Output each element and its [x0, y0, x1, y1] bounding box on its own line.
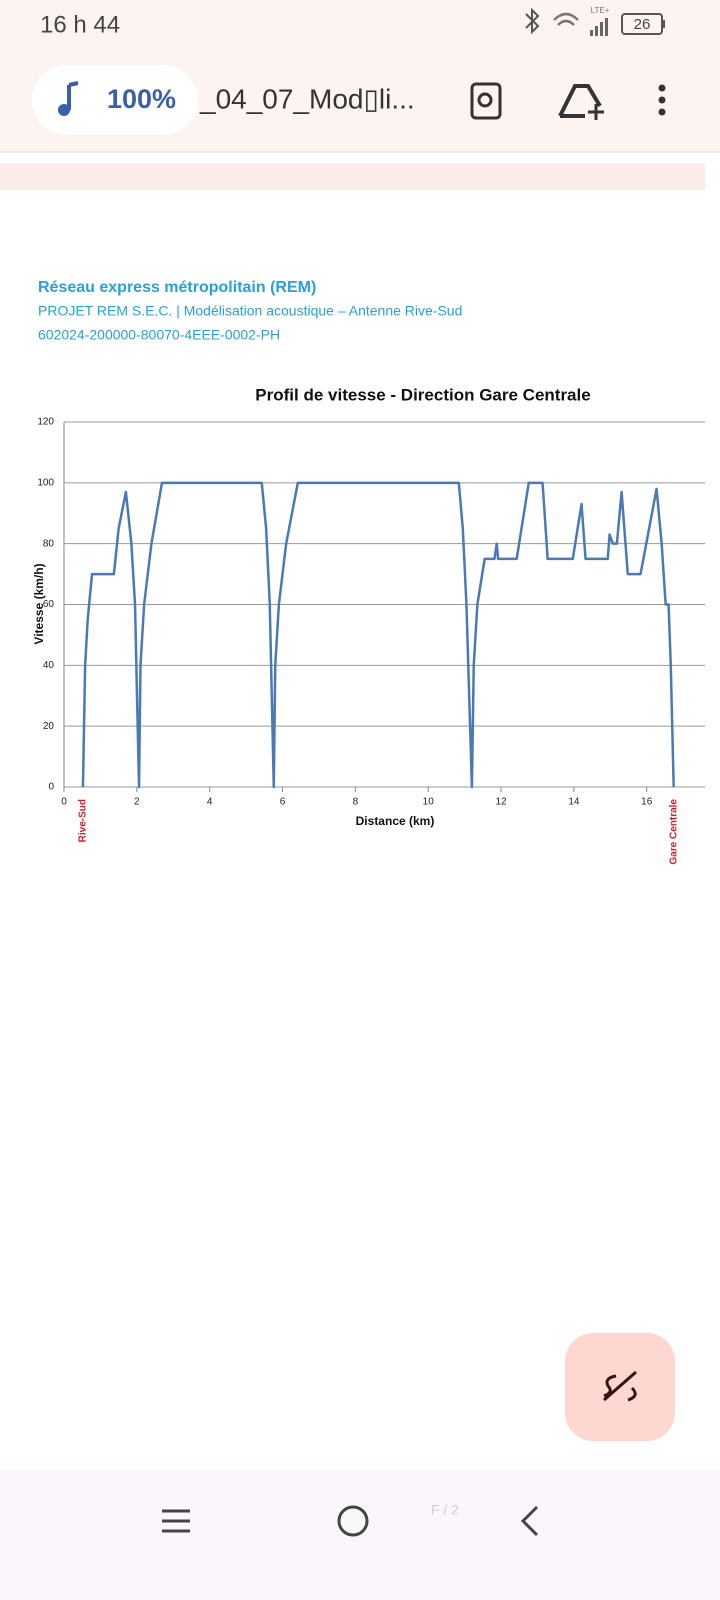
- x-tick-label: 14: [568, 797, 580, 808]
- station-label: Rive-Sud: [78, 799, 89, 842]
- file-name: _04_07_Mod▯li...: [199, 83, 415, 114]
- y-tick-label: 120: [37, 417, 54, 428]
- y-tick-label: 0: [48, 782, 54, 793]
- x-axis-label: Distance (km): [356, 814, 435, 828]
- speed-line: [81, 481, 675, 789]
- y-tick-label: 40: [43, 660, 55, 671]
- doc-subtitle: PROJET REM S.E.C. | Modélisation acousti…: [38, 303, 462, 319]
- battery-tip: [662, 20, 665, 28]
- speed-chart: Profil de vitesse - Direction Gare Centr…: [32, 385, 705, 865]
- y-tick-label: 80: [43, 538, 55, 549]
- music-icon-head: [58, 104, 70, 116]
- x-tick-label: 2: [134, 797, 140, 808]
- doc-code: 602024-200000-80070-4EEE-0002-PH: [38, 327, 280, 343]
- y-tick-label: 20: [43, 721, 55, 732]
- nav-home[interactable]: [337, 1505, 369, 1537]
- doc-title: Réseau express métropolitain (REM): [38, 279, 316, 296]
- menu-dot[interactable]: [658, 96, 666, 104]
- clock: 16 h 44: [40, 11, 120, 38]
- x-tick-label: 8: [353, 797, 359, 808]
- battery-level: 26: [634, 16, 651, 33]
- station-label: Gare Centrale: [668, 799, 679, 865]
- edit-icon: [603, 1370, 637, 1402]
- y-tick-label: 100: [37, 477, 54, 488]
- search-doc-icon[interactable]: [470, 82, 502, 120]
- nav-back[interactable]: [520, 1505, 539, 1537]
- zoom-level[interactable]: 100%: [107, 84, 176, 114]
- network-type: LTE+: [591, 6, 610, 15]
- menu-dot[interactable]: [658, 84, 666, 92]
- wifi-icon: [553, 12, 579, 26]
- bluetooth-icon: [525, 7, 540, 35]
- nav-menu[interactable]: [162, 1509, 190, 1533]
- nav-bar: [0, 1470, 720, 1600]
- x-tick-label: 0: [61, 797, 67, 808]
- y-tick-label: 60: [43, 599, 55, 610]
- page-indicator: F / 2: [431, 1502, 459, 1518]
- x-tick-label: 4: [207, 797, 213, 808]
- menu-dot[interactable]: [658, 108, 666, 116]
- search-doc-lens: [477, 92, 493, 108]
- x-tick-label: 10: [423, 797, 435, 808]
- drive-add-icon[interactable]: [558, 84, 602, 118]
- drive-add-plus: [588, 104, 604, 120]
- chart-title: Profil de vitesse - Direction Gare Centr…: [255, 385, 590, 404]
- y-axis-label: Vitesse (km/h): [32, 563, 46, 644]
- x-tick-label: 12: [495, 797, 507, 808]
- x-tick-label: 6: [280, 797, 286, 808]
- page-gap: [0, 163, 705, 190]
- x-tick-label: 16: [641, 797, 653, 808]
- music-icon: [67, 81, 79, 110]
- signal-icon: [590, 18, 608, 36]
